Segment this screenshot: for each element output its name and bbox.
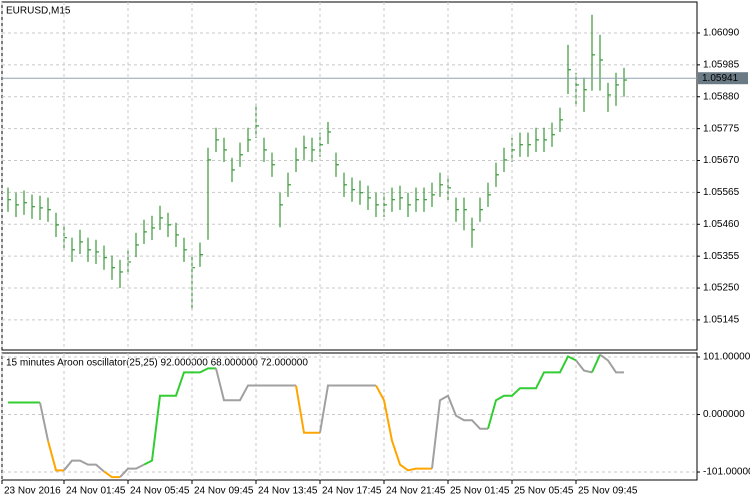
x-tick-label: 24 Nov 13:45 [258, 486, 318, 497]
y-tick-label: 1.05565 [703, 187, 740, 198]
x-tick-label: 25 Nov 01:45 [450, 486, 510, 497]
oscillator-line [143, 367, 216, 466]
y-tick-label: 1.05460 [703, 219, 740, 230]
y-tick-label: 1.05145 [703, 315, 740, 326]
y-tick-label: 1.05880 [703, 91, 740, 102]
oscillator-line [591, 354, 601, 373]
y-tick-label: 1.05985 [703, 59, 740, 70]
y-tick-label: 1.05250 [703, 283, 740, 294]
x-tick-label: 24 Nov 09:45 [194, 486, 254, 497]
chart-title: EURUSD,M15 [6, 6, 71, 17]
oscillator-line [295, 385, 320, 434]
oscillator-line [215, 368, 296, 402]
y-tick-label: -101.000000 [703, 467, 750, 478]
oscillator-line [431, 394, 488, 469]
x-tick-label: 24 Nov 01:45 [66, 486, 126, 497]
y-tick-label: 101.000000 [703, 352, 750, 363]
current-price-label: 1.05941 [702, 73, 739, 84]
oscillator-title: 15 minutes Aroon oscillator(25,25) 92.00… [6, 358, 308, 369]
oscillator-line [47, 440, 64, 472]
oscillator-pane [1, 352, 698, 481]
x-tick-label: 25 Nov 05:45 [514, 486, 574, 497]
oscillator-line [575, 359, 593, 374]
x-tick-label: 23 Nov 2016 [4, 486, 61, 497]
oscillator-line [119, 463, 145, 478]
oscillator-line [39, 402, 49, 441]
y-tick-label: 1.05775 [703, 123, 740, 134]
oscillator-line [319, 384, 376, 433]
current-price-box [698, 72, 748, 85]
x-tick-label: 24 Nov 05:45 [130, 486, 190, 497]
oscillator-line [375, 384, 432, 472]
y-tick-label: 0.000000 [703, 409, 745, 420]
x-tick-label: 25 Nov 09:45 [578, 486, 638, 497]
x-tick-label: 24 Nov 21:45 [386, 486, 446, 497]
oscillator-line [63, 459, 105, 473]
y-tick-label: 1.05355 [703, 251, 740, 262]
oscillator-line [599, 353, 624, 374]
y-tick-label: 1.06090 [703, 28, 740, 39]
y-tick-label: 1.05670 [703, 155, 740, 166]
x-tick-label: 24 Nov 17:45 [322, 486, 382, 497]
oscillator-line [487, 355, 577, 430]
oscillator-line [103, 470, 120, 479]
